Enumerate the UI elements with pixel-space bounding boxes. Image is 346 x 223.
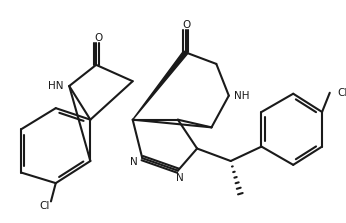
Polygon shape <box>133 51 188 120</box>
Text: Cl: Cl <box>337 88 346 98</box>
Text: O: O <box>182 21 191 31</box>
Text: NH: NH <box>234 91 249 101</box>
Text: N: N <box>130 157 137 167</box>
Text: O: O <box>94 33 102 43</box>
Text: N: N <box>176 173 184 183</box>
Text: HN: HN <box>48 81 64 91</box>
Text: Cl: Cl <box>39 201 49 211</box>
